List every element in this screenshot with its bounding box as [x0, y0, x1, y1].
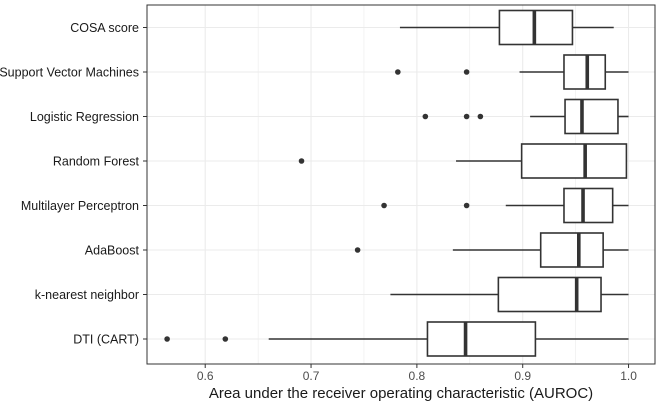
box-1 — [399, 9, 614, 46]
outlier-point — [381, 202, 387, 209]
box-2 — [395, 54, 629, 90]
outlier-point — [298, 158, 305, 164]
category-label: DTI (CART) — [73, 333, 139, 347]
box-iqr — [563, 187, 614, 224]
outlier-point — [477, 113, 484, 120]
category-label: k-nearest neighbor — [35, 288, 139, 302]
box-iqr — [520, 143, 628, 179]
category-label: COSA score — [70, 21, 139, 35]
x-axis-title: Area under the receiver operating charac… — [209, 385, 593, 402]
box-5 — [381, 187, 629, 224]
outlier-point — [463, 69, 470, 75]
label-layer: 0.6 0.7 0.8 0.9 1.0 COSA score Support Vector … — [0, 21, 637, 383]
category-label: AdaBoost — [85, 244, 140, 258]
category-label: Multilayer Perceptron — [21, 199, 139, 213]
box-iqr — [426, 321, 537, 357]
box-iqr — [564, 98, 619, 135]
outlier-point — [463, 202, 470, 209]
outlier-point — [395, 69, 401, 75]
x-tick-label: 1.0 — [620, 369, 637, 383]
x-tick-label: 0.7 — [303, 369, 320, 383]
x-tick-label: 0.6 — [197, 369, 214, 383]
outlier-point — [222, 336, 229, 342]
box-iqr — [497, 276, 602, 313]
box-iqr — [563, 54, 607, 90]
box-7 — [390, 276, 629, 313]
panel-border — [146, 4, 656, 365]
x-tick-label: 0.8 — [409, 369, 426, 383]
box-6 — [354, 232, 629, 268]
category-label: Support Vector Machines — [0, 66, 139, 80]
category-label: Logistic Regression — [30, 110, 139, 124]
box-iqr — [539, 232, 604, 268]
x-tick-label: 0.9 — [514, 369, 531, 383]
box-4 — [298, 143, 628, 179]
category-label: Random Forest — [53, 155, 140, 169]
outlier-point — [463, 113, 470, 120]
outlier-point — [422, 113, 429, 120]
box-3 — [422, 98, 629, 135]
box-8 — [164, 321, 629, 357]
plot-layer — [164, 9, 629, 357]
outlier-point — [164, 336, 170, 342]
outlier-point — [354, 247, 361, 253]
